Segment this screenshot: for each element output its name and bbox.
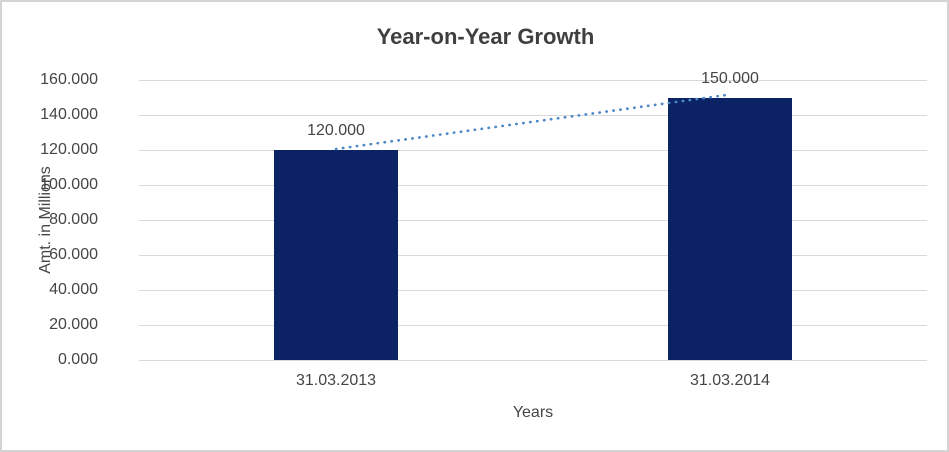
data-label: 150.000 xyxy=(701,69,759,87)
y-tick-label: 0.000 xyxy=(57,351,98,368)
plot-area: 160.000 140.000 120.000 100.000 80.000 60.000… xyxy=(40,70,927,368)
chart-title: Year-on-Year Growth xyxy=(376,24,595,49)
gridline xyxy=(139,290,927,291)
y-tick-label: 80.000 xyxy=(49,211,98,228)
gridline xyxy=(139,80,927,81)
x-category-label: 31.03.2014 xyxy=(689,372,771,389)
data-label: 120.000 xyxy=(307,122,365,139)
x-axis-title: Years xyxy=(512,404,554,421)
y-tick-label: 40.000 xyxy=(49,281,98,298)
bar-31.03.2013 xyxy=(274,150,398,360)
gridline xyxy=(139,150,927,151)
y-tick-label: 120.000 xyxy=(40,141,98,158)
y-tick-label: 60.000 xyxy=(49,246,98,263)
bar-31.03.2014 xyxy=(668,97,792,360)
y-tick-label: 140.000 xyxy=(40,106,98,123)
gridline xyxy=(139,325,927,326)
y-tick-label: 160.000 xyxy=(40,71,98,88)
gridline xyxy=(139,115,927,116)
gridline xyxy=(139,220,927,221)
x-category-label: 31.03.2013 xyxy=(295,372,377,389)
gridline xyxy=(139,360,927,361)
gridline xyxy=(139,185,927,186)
y-tick-label: 20.000 xyxy=(49,316,98,333)
y-tick-label: 100.000 xyxy=(40,176,98,193)
gridline xyxy=(139,255,927,256)
